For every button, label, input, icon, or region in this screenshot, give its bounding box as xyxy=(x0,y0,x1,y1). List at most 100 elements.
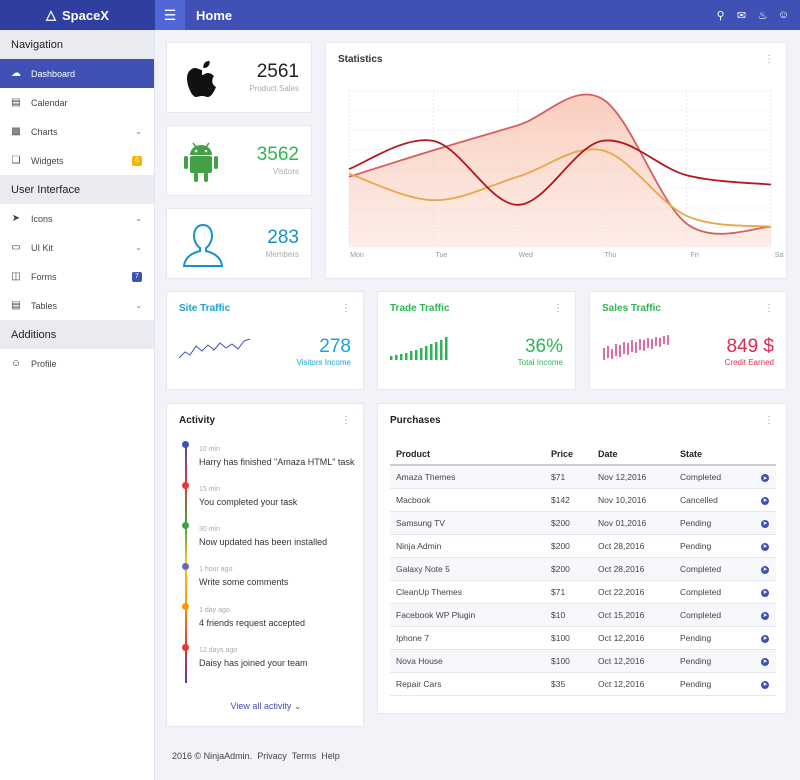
arrow-right-icon[interactable]: ➤ xyxy=(761,680,769,689)
statistics-menu-icon[interactable]: ⋮ xyxy=(764,54,774,65)
help-link[interactable]: Help xyxy=(321,751,340,761)
date-cell: Oct 28,2016 xyxy=(592,557,674,581)
purchases-table: Product Price Date State Amaza Themes $71… xyxy=(390,444,776,696)
sidebar-item-label: UI Kit xyxy=(31,242,54,253)
action-cell: ➤ xyxy=(754,488,776,512)
price-cell: $100 xyxy=(545,626,592,650)
mail-icon[interactable]: ✉ xyxy=(736,9,747,22)
purchases-title: Purchases xyxy=(390,415,441,426)
table-row: Amaza Themes $71 Nov 12,2016 Completed ➤ xyxy=(390,465,776,489)
table-row: Nova House $100 Oct 12,2016 Pending ➤ xyxy=(390,649,776,673)
sales-traffic-menu-icon[interactable]: ⋮ xyxy=(764,303,774,314)
view-all-activity-link[interactable]: View all activity ⌄ xyxy=(167,701,365,712)
sidebar-item-label: Calendar xyxy=(31,97,68,108)
sidebar-item-label: Forms xyxy=(31,271,57,282)
top-bar: △ SpaceX ☰ Home ⚲ ✉ ♨ ☺ xyxy=(0,0,800,30)
action-cell: ➤ xyxy=(754,465,776,489)
state-cell: Pending xyxy=(674,511,754,535)
statistics-title: Statistics xyxy=(338,54,383,65)
arrow-right-icon[interactable]: ➤ xyxy=(761,496,769,505)
brand[interactable]: △ SpaceX xyxy=(0,0,155,30)
monitor-icon: ▭ xyxy=(11,242,21,253)
date-cell: Oct 28,2016 xyxy=(592,534,674,558)
sidebar-item-ui-kit[interactable]: ▭ UI Kit ⌄ xyxy=(0,233,154,262)
sidebar-item-icons[interactable]: ➤ Icons ⌄ xyxy=(0,204,154,233)
sidebar-item-label: Tables xyxy=(31,300,58,311)
series-line-2 xyxy=(348,148,772,228)
copyright: 2016 © NinjaAdmin. xyxy=(172,751,253,761)
members-label: Members xyxy=(265,250,299,259)
price-cell: $200 xyxy=(545,511,592,535)
activity-card: Activity ⋮ 10 min Harry has finished "Am… xyxy=(166,403,364,727)
arrow-right-icon[interactable]: ➤ xyxy=(761,542,769,551)
site-traffic-value: 278 xyxy=(319,336,351,357)
view-all-label: View all activity xyxy=(230,701,292,711)
trade-traffic-bars xyxy=(390,337,448,360)
arrow-right-icon[interactable]: ➤ xyxy=(761,657,769,666)
action-cell: ➤ xyxy=(754,649,776,673)
statistics-card: Statistics ⋮ Mon Tue Wed Thu Fri Sa xyxy=(325,42,787,279)
site-traffic-menu-icon[interactable]: ⋮ xyxy=(341,303,351,314)
price-cell: $10 xyxy=(545,603,592,627)
hamburger-icon: ☰ xyxy=(163,6,177,23)
menu-toggle-button[interactable]: ☰ xyxy=(155,0,185,30)
timeline-dot xyxy=(182,522,189,529)
sidebar-item-tables[interactable]: ▤ Tables ⌄ xyxy=(0,291,154,320)
purchases-menu-icon[interactable]: ⋮ xyxy=(764,415,774,426)
arrow-right-icon[interactable]: ➤ xyxy=(761,611,769,620)
sidebar-item-dashboard[interactable]: ☁ Dashboard xyxy=(0,59,154,88)
members-value: 283 xyxy=(267,227,299,248)
activity-time: 1 hour ago xyxy=(199,566,233,573)
col-price: Price xyxy=(545,444,592,466)
sidebar-item-forms[interactable]: ◫ Forms 7 xyxy=(0,262,154,291)
section-navigation: Navigation xyxy=(0,30,154,59)
state-cell: Completed xyxy=(674,580,754,604)
widgets-icon: ❏ xyxy=(11,155,21,166)
product-cell: Samsung TV xyxy=(390,511,545,535)
date-cell: Oct 12,2016 xyxy=(592,626,674,650)
sales-traffic-label: Credit Earned xyxy=(724,358,774,367)
activity-time: 15 min xyxy=(199,486,221,493)
product-sales-label: Product Sales xyxy=(249,84,299,93)
activity-time: 1 day ago xyxy=(199,607,230,614)
arrow-right-icon[interactable]: ➤ xyxy=(761,588,769,597)
activity-time: 30 min xyxy=(199,526,221,533)
sales-traffic-title: Sales Traffic xyxy=(602,303,661,314)
widgets-badge: 6 xyxy=(132,155,142,166)
chevron-down-icon: ⌄ xyxy=(135,243,142,252)
price-cell: $142 xyxy=(545,488,592,512)
product-cell: Facebook WP Plugin xyxy=(390,603,545,627)
date-cell: Nov 01,2016 xyxy=(592,511,674,535)
product-cell: Iphone 7 xyxy=(390,626,545,650)
chevron-down-icon: ⌄ xyxy=(135,301,142,310)
arrow-right-icon[interactable]: ➤ xyxy=(761,565,769,574)
sidebar-item-calendar[interactable]: ▤ Calendar xyxy=(0,88,154,117)
activity-menu-icon[interactable]: ⋮ xyxy=(341,415,351,426)
product-cell: CleanUp Themes xyxy=(390,580,545,604)
product-cell: Macbook xyxy=(390,488,545,512)
table-header-row: Product Price Date State xyxy=(390,444,776,466)
trade-traffic-menu-icon[interactable]: ⋮ xyxy=(553,303,563,314)
bell-icon[interactable]: ♨ xyxy=(757,9,768,22)
timeline-dot xyxy=(182,441,189,448)
state-cell: Pending xyxy=(674,649,754,673)
arrow-right-icon[interactable]: ➤ xyxy=(761,634,769,643)
search-icon[interactable]: ⚲ xyxy=(716,9,725,22)
state-cell: Pending xyxy=(674,626,754,650)
privacy-link[interactable]: Privacy xyxy=(257,751,287,761)
product-cell: Amaza Themes xyxy=(390,465,545,489)
product-cell: Galaxy Note 5 xyxy=(390,557,545,581)
sidebar-item-widgets[interactable]: ❏ Widgets 6 xyxy=(0,146,154,175)
terms-link[interactable]: Terms xyxy=(291,751,317,761)
sidebar-item-charts[interactable]: ▩ Charts ⌄ xyxy=(0,117,154,146)
statistics-chart: Mon Tue Wed Thu Fri Sa xyxy=(348,90,783,259)
site-traffic-card: Site Traffic ⋮ 278 Visitors Income xyxy=(166,291,364,390)
arrow-right-icon[interactable]: ➤ xyxy=(761,474,769,482)
apple-icon xyxy=(187,61,216,97)
sidebar-item-profile[interactable]: ☺ Profile xyxy=(0,349,154,378)
arrow-right-icon[interactable]: ➤ xyxy=(761,519,769,528)
user-icon[interactable]: ☺ xyxy=(777,9,790,21)
send-icon: ➤ xyxy=(11,213,21,224)
sidebar-item-label: Icons xyxy=(31,213,53,224)
date-cell: Oct 15,2016 xyxy=(592,603,674,627)
